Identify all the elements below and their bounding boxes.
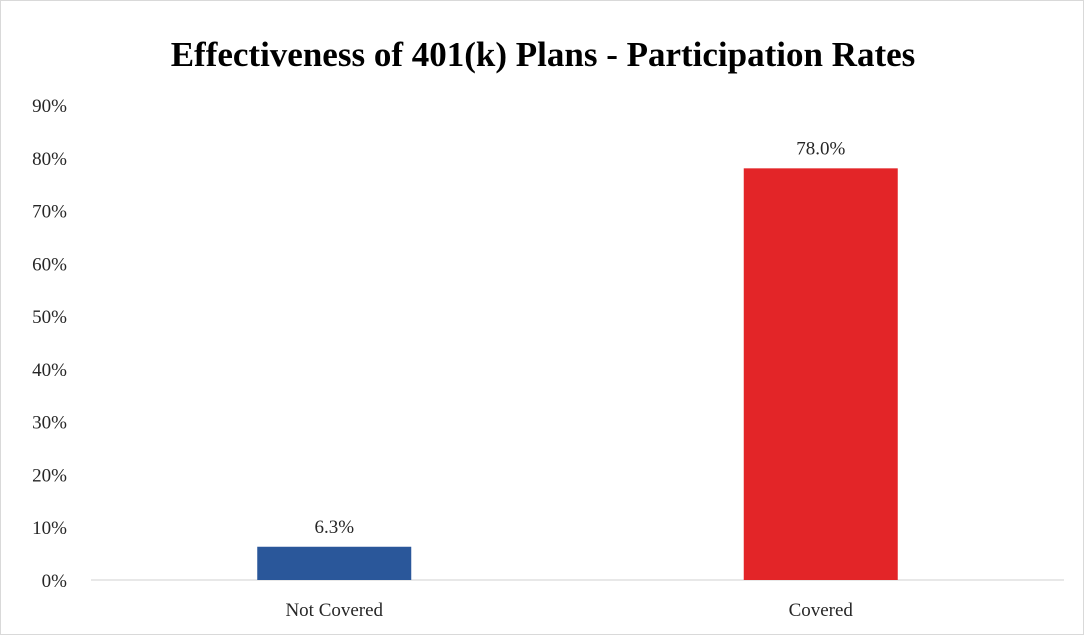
data-label: 78.0% — [796, 138, 845, 159]
y-tick-label: 40% — [32, 360, 67, 381]
y-tick-label: 30% — [32, 413, 67, 434]
data-label: 6.3% — [314, 517, 354, 538]
chart-title: Effectiveness of 401(k) Plans - Particip… — [170, 35, 916, 74]
y-tick-label: 80% — [32, 149, 67, 170]
x-tick-label: Not Covered — [285, 600, 383, 621]
x-tick-label: Covered — [789, 600, 854, 621]
y-tick-label: 50% — [32, 307, 67, 328]
y-tick-label: 90% — [32, 96, 67, 117]
y-tick-label: 0% — [42, 571, 68, 592]
y-tick-label: 20% — [32, 465, 67, 486]
bar-not-covered — [257, 546, 412, 580]
bars — [257, 168, 898, 581]
y-tick-label: 60% — [32, 254, 67, 275]
y-tick-label: 70% — [32, 202, 67, 223]
y-axis-tick-labels: 0% 10% 20% 30% 40% 50% 60% 70% 80% 90% — [32, 96, 67, 592]
data-labels: 6.3% 78.0% — [314, 138, 845, 537]
bar-covered — [743, 168, 898, 581]
y-tick-label: 10% — [32, 518, 67, 539]
x-axis-tick-labels: Not Covered Covered — [285, 600, 853, 621]
